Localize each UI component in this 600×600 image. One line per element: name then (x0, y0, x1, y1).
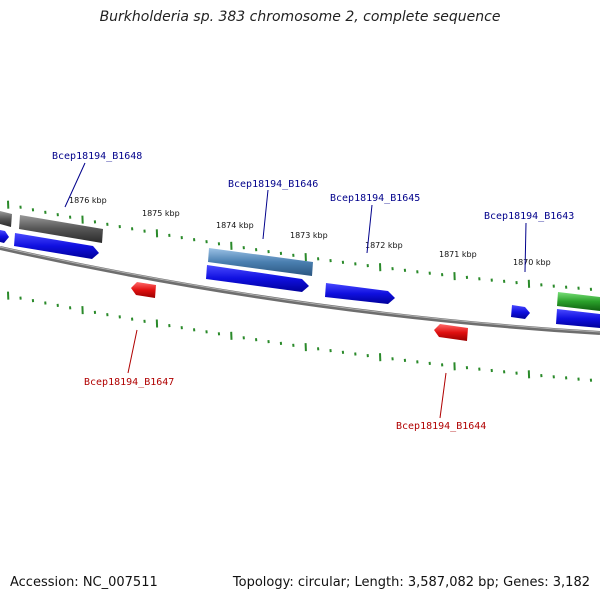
inner-tick-ring (7, 291, 593, 382)
scale-label-1872: 1872 kbp (365, 241, 403, 250)
leader-b1644 (439, 372, 447, 419)
gene-arrow-b1647[interactable] (131, 282, 156, 298)
map-title: Burkholderia sp. 383 chromosome 2, compl… (99, 9, 501, 25)
leader-b1645 (366, 204, 373, 254)
gene-arrow-b1645[interactable] (325, 283, 395, 304)
scale-label-1875: 1875 kbp (142, 209, 180, 218)
chromosome-backbone (0, 246, 600, 335)
feature-grey-b1648[interactable] (19, 215, 103, 243)
gene-label-b1643[interactable]: Bcep18194_B1643 (484, 211, 574, 222)
topology-summary: Topology: circular; Length: 3,587,082 bp… (232, 575, 590, 590)
leader-b1643 (524, 222, 527, 273)
chromosome-backbone-highlight (0, 246, 600, 333)
label-leader-lines (64, 162, 527, 419)
gene-labels: Bcep18194_B1648 Bcep18194_B1646 Bcep1819… (52, 151, 574, 432)
accession-text: Accession: NC_007511 (10, 575, 158, 590)
gene-label-b1646[interactable]: Bcep18194_B1646 (228, 179, 318, 190)
gene-arrow-b1646[interactable] (206, 265, 309, 292)
gene-arrow-b1643[interactable] (511, 305, 530, 319)
scale-label-1876: 1876 kbp (69, 196, 107, 205)
outer-tick-ring (7, 200, 593, 291)
gene-arrow-blue-right-edge[interactable] (556, 309, 600, 328)
gene-label-b1645[interactable]: Bcep18194_B1645 (330, 193, 420, 204)
gene-label-b1644[interactable]: Bcep18194_B1644 (396, 421, 486, 432)
scale-labels: 1876 kbp 1875 kbp 1874 kbp 1873 kbp 1872… (69, 196, 551, 267)
scale-label-1873: 1873 kbp (290, 231, 328, 240)
gene-arrow-blue-left-edge[interactable] (0, 230, 9, 243)
gene-arrow-b1644[interactable] (434, 324, 468, 341)
leader-b1647 (127, 329, 138, 374)
gene-label-b1647[interactable]: Bcep18194_B1647 (84, 377, 174, 388)
feature-steelblue-b1646[interactable] (208, 248, 313, 276)
gene-label-b1648[interactable]: Bcep18194_B1648 (52, 151, 142, 162)
scale-label-1871: 1871 kbp (439, 250, 477, 259)
scale-label-1874: 1874 kbp (216, 221, 254, 230)
scale-label-1870: 1870 kbp (513, 258, 551, 267)
leader-b1646 (262, 189, 269, 240)
feature-green-right-edge[interactable] (557, 292, 600, 311)
leader-b1648 (64, 162, 86, 208)
gene-arrow-b1648[interactable] (14, 233, 99, 259)
feature-grey-left-edge[interactable] (0, 211, 12, 227)
